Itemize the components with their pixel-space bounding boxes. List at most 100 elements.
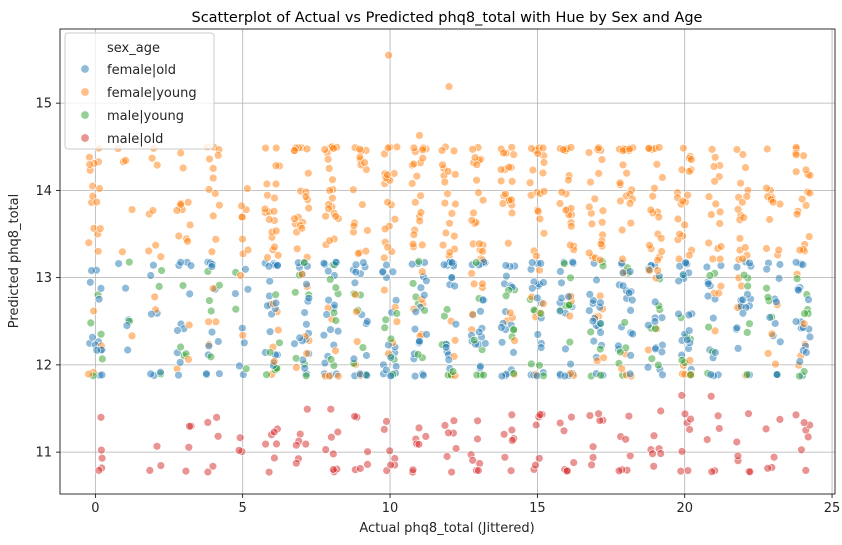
data-point xyxy=(412,172,421,181)
data-point xyxy=(390,169,399,178)
data-point xyxy=(409,143,419,153)
data-point xyxy=(207,306,216,316)
data-point xyxy=(535,266,544,275)
data-point xyxy=(644,345,653,355)
data-point xyxy=(795,357,804,366)
data-point xyxy=(775,260,785,269)
data-point xyxy=(349,185,358,194)
data-point xyxy=(652,160,662,169)
data-point xyxy=(621,435,630,444)
data-point xyxy=(207,262,217,271)
data-point xyxy=(440,177,449,187)
data-point xyxy=(89,306,98,316)
data-point xyxy=(468,456,477,465)
data-point xyxy=(478,247,487,256)
data-point xyxy=(383,198,392,207)
data-point xyxy=(711,199,720,209)
data-point xyxy=(350,412,359,421)
data-point xyxy=(127,205,137,214)
data-point xyxy=(774,245,783,255)
data-point xyxy=(93,247,103,256)
data-point xyxy=(654,143,664,152)
data-point xyxy=(442,452,452,461)
data-point xyxy=(331,283,340,292)
data-point xyxy=(324,295,333,305)
data-point xyxy=(410,324,420,334)
data-point xyxy=(354,249,363,258)
data-point xyxy=(776,337,785,346)
data-point xyxy=(451,320,461,329)
data-point xyxy=(215,201,224,210)
data-point xyxy=(331,316,341,325)
data-point xyxy=(292,441,301,450)
data-point xyxy=(243,245,253,255)
data-point xyxy=(208,462,218,471)
data-point xyxy=(416,283,426,292)
data-point xyxy=(209,211,218,221)
data-point xyxy=(624,288,634,298)
data-point xyxy=(589,336,598,346)
data-point xyxy=(271,179,281,189)
data-point xyxy=(386,371,395,381)
data-point xyxy=(707,145,717,154)
data-point xyxy=(386,460,395,470)
data-point xyxy=(380,425,389,434)
data-point xyxy=(241,265,250,274)
data-point xyxy=(565,337,574,347)
data-point xyxy=(146,271,155,280)
data-point xyxy=(533,207,543,216)
data-point xyxy=(620,318,629,327)
data-point xyxy=(231,305,241,314)
data-point xyxy=(704,238,713,248)
data-point xyxy=(762,244,771,253)
data-point xyxy=(362,351,371,360)
data-point xyxy=(504,163,514,172)
data-point xyxy=(468,310,477,319)
data-point xyxy=(702,435,712,444)
data-point xyxy=(321,445,330,454)
data-point xyxy=(653,255,662,265)
data-point xyxy=(716,282,726,291)
x-tick-label: 10 xyxy=(382,501,399,516)
data-point xyxy=(300,258,309,267)
data-point xyxy=(566,359,575,369)
data-point xyxy=(738,198,747,207)
data-point xyxy=(797,194,807,204)
data-point xyxy=(236,433,245,442)
data-point xyxy=(775,415,785,424)
data-point xyxy=(351,267,360,277)
data-point xyxy=(349,221,359,231)
data-point xyxy=(235,361,244,371)
data-point xyxy=(449,416,459,425)
data-point xyxy=(290,214,299,223)
data-point xyxy=(295,333,304,342)
legend-label: female|young xyxy=(107,86,197,101)
data-point xyxy=(326,405,335,414)
data-point xyxy=(740,243,750,252)
data-point xyxy=(415,216,424,226)
data-point xyxy=(260,204,270,214)
data-point xyxy=(797,445,806,454)
data-point xyxy=(745,467,755,476)
data-point xyxy=(363,460,372,469)
data-point xyxy=(531,420,541,430)
data-point xyxy=(380,224,390,234)
data-point xyxy=(472,258,481,267)
data-point xyxy=(214,151,223,160)
data-point xyxy=(622,169,631,178)
data-point xyxy=(185,422,194,431)
data-point xyxy=(447,273,456,282)
data-point xyxy=(333,427,342,437)
data-point xyxy=(508,436,517,445)
data-point xyxy=(411,307,420,316)
data-point xyxy=(507,410,516,419)
data-point xyxy=(535,214,545,224)
data-point xyxy=(804,295,813,304)
data-point xyxy=(625,199,635,208)
data-point xyxy=(532,371,542,381)
data-point xyxy=(709,313,718,323)
data-point xyxy=(451,199,460,209)
data-point xyxy=(351,260,361,269)
data-point xyxy=(96,330,106,339)
data-point xyxy=(650,317,660,326)
